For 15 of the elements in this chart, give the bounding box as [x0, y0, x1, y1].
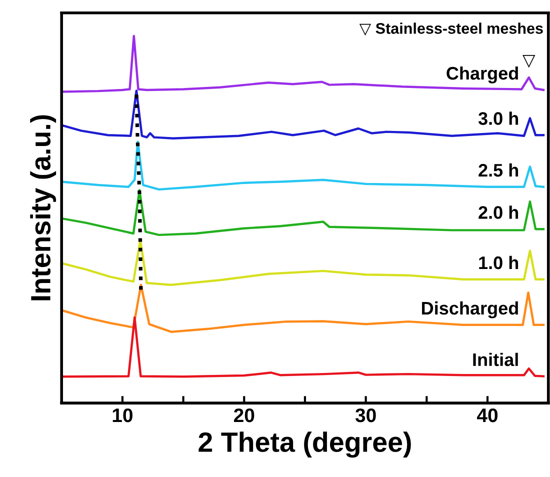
series-label: 3.0 h	[478, 112, 518, 125]
y-axis-title: Intensity (a.u.)	[30, 115, 56, 300]
x-tick-label: 10	[112, 408, 132, 422]
series-label: Charged	[446, 66, 518, 84]
annotation: ▽	[522, 54, 536, 68]
x-tick-label: 20	[234, 408, 254, 422]
x-axis-title: 2 Theta (degree)	[198, 432, 411, 458]
text: ▽ Stainless-steel meshes	[359, 22, 543, 36]
series-label: Discharged	[422, 301, 518, 318]
series-label: 2.5 h	[478, 163, 518, 177]
series-label: 1.0 h	[479, 256, 518, 270]
series-label: 2.0 h	[478, 206, 518, 219]
x-tick-label: 40	[476, 408, 498, 422]
series-label: Initial	[473, 352, 518, 366]
x-tick-label: 30	[355, 408, 376, 422]
